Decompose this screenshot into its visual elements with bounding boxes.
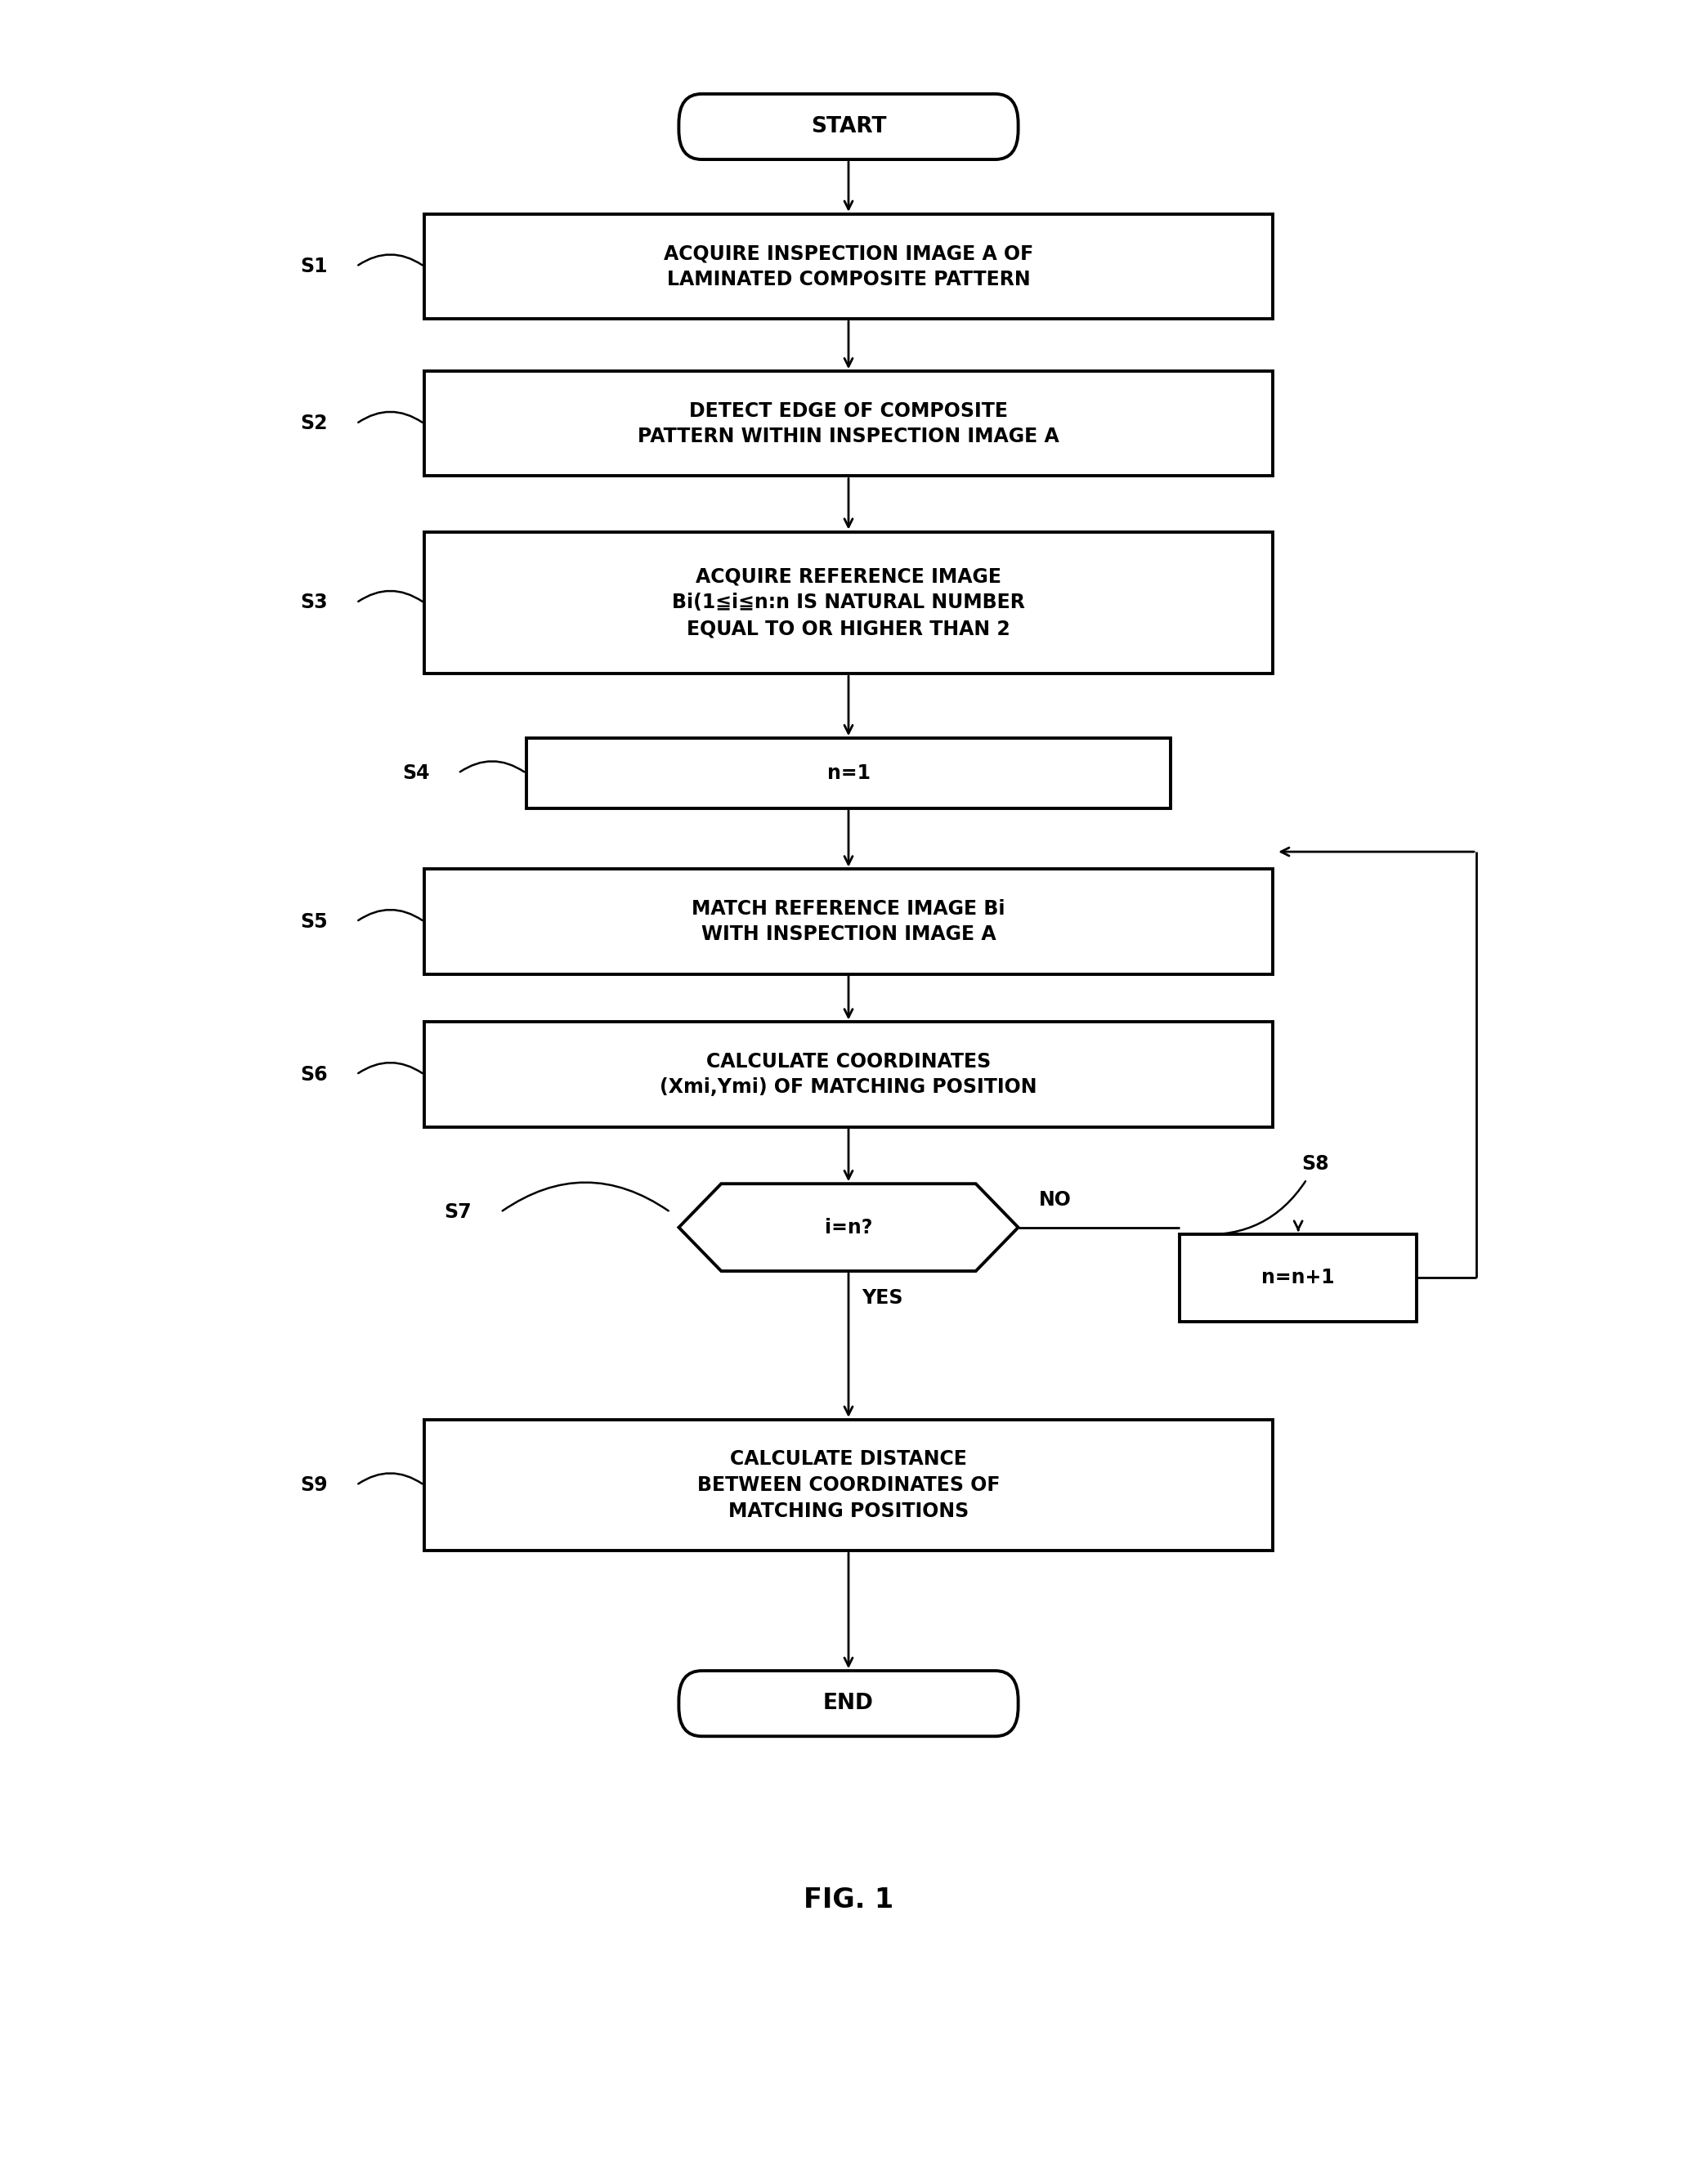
- Text: S1: S1: [300, 258, 328, 275]
- Bar: [424, 1420, 1273, 1551]
- Bar: [526, 738, 1171, 808]
- FancyBboxPatch shape: [679, 94, 1018, 159]
- Bar: [424, 533, 1273, 675]
- Text: START: START: [811, 116, 886, 138]
- Text: S4: S4: [402, 764, 429, 782]
- Text: n=1: n=1: [826, 764, 871, 782]
- Text: FIG. 1: FIG. 1: [803, 1887, 894, 1913]
- Text: i=n?: i=n?: [825, 1219, 872, 1236]
- Text: S3: S3: [300, 594, 328, 612]
- Text: S5: S5: [300, 913, 328, 930]
- Text: ACQUIRE INSPECTION IMAGE A OF
LAMINATED COMPOSITE PATTERN: ACQUIRE INSPECTION IMAGE A OF LAMINATED …: [664, 245, 1033, 288]
- Text: S6: S6: [300, 1066, 328, 1083]
- Text: S8: S8: [1302, 1155, 1329, 1173]
- Bar: [424, 869, 1273, 974]
- Text: DETECT EDGE OF COMPOSITE
PATTERN WITHIN INSPECTION IMAGE A: DETECT EDGE OF COMPOSITE PATTERN WITHIN …: [638, 402, 1059, 446]
- Bar: [1179, 1234, 1417, 1321]
- Text: YES: YES: [862, 1289, 903, 1308]
- Text: n=n+1: n=n+1: [1261, 1269, 1336, 1286]
- Text: S9: S9: [300, 1476, 328, 1494]
- Text: END: END: [823, 1693, 874, 1714]
- Text: NO: NO: [1039, 1190, 1071, 1210]
- Text: CALCULATE COORDINATES
(Xmi,Ymi) OF MATCHING POSITION: CALCULATE COORDINATES (Xmi,Ymi) OF MATCH…: [660, 1053, 1037, 1096]
- Text: CALCULATE DISTANCE
BETWEEN COORDINATES OF
MATCHING POSITIONS: CALCULATE DISTANCE BETWEEN COORDINATES O…: [697, 1450, 1000, 1520]
- Text: S7: S7: [445, 1203, 472, 1221]
- Text: S2: S2: [300, 415, 328, 432]
- Bar: [424, 371, 1273, 476]
- FancyBboxPatch shape: [679, 1671, 1018, 1736]
- Bar: [424, 1022, 1273, 1127]
- Bar: [424, 214, 1273, 319]
- Polygon shape: [679, 1184, 1018, 1271]
- Text: ACQUIRE REFERENCE IMAGE
Bi(1≦i≦n:n IS NATURAL NUMBER
EQUAL TO OR HIGHER THAN 2: ACQUIRE REFERENCE IMAGE Bi(1≦i≦n:n IS NA…: [672, 568, 1025, 638]
- Text: MATCH REFERENCE IMAGE Bi
WITH INSPECTION IMAGE A: MATCH REFERENCE IMAGE Bi WITH INSPECTION…: [692, 900, 1005, 943]
